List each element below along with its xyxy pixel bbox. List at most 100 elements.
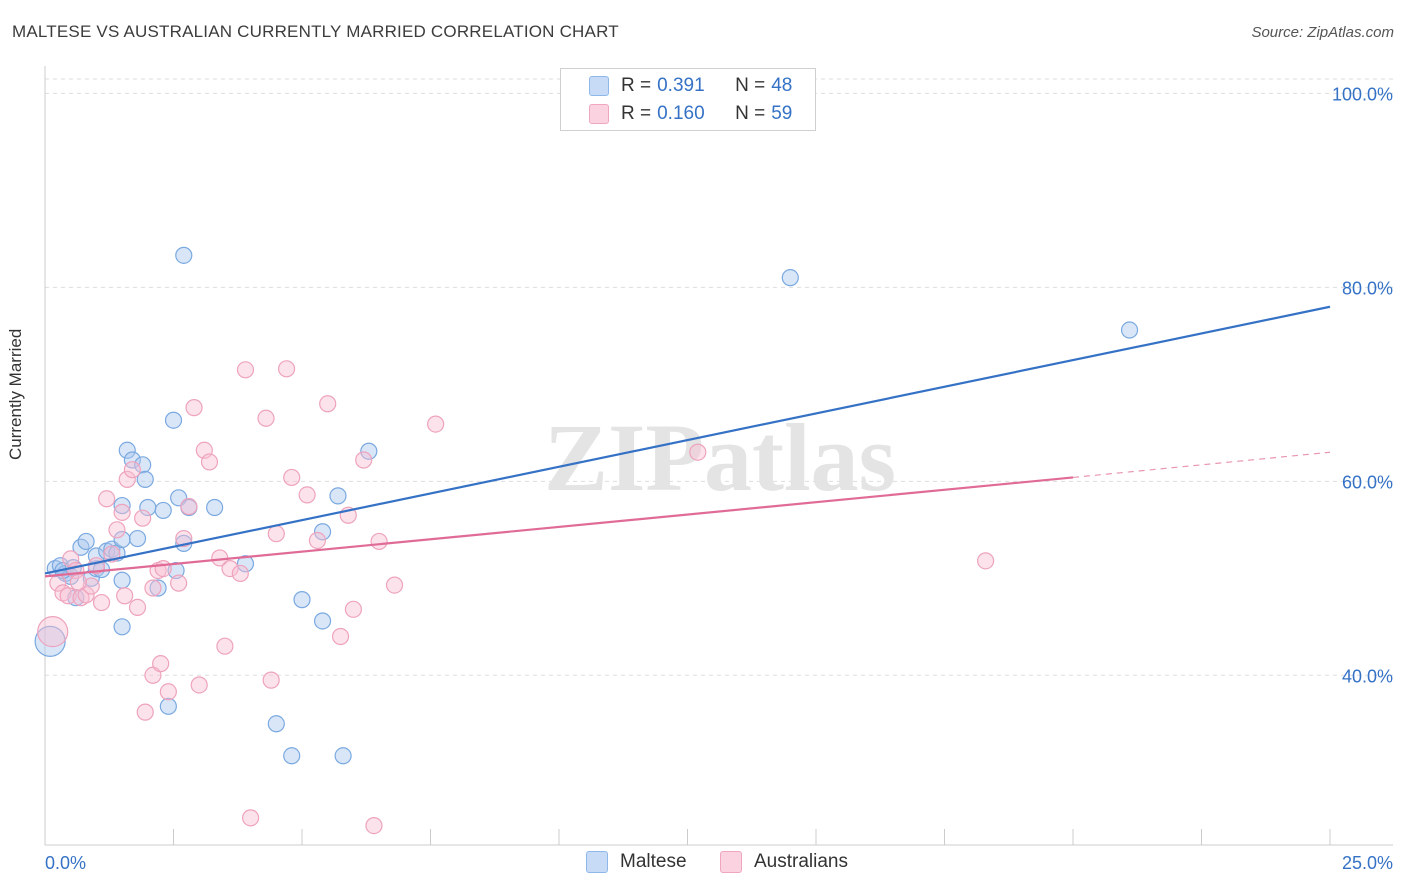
- legend-label-maltese: Maltese: [620, 851, 687, 872]
- legend-n-value: 48: [771, 75, 793, 96]
- australians-point: [689, 443, 707, 461]
- australians-point: [267, 525, 285, 543]
- maltese-point: [167, 561, 185, 580]
- maltese-point: [113, 571, 131, 589]
- australians-point: [185, 399, 203, 417]
- maltese-point: [77, 532, 95, 551]
- legend-swatch-maltese: [586, 851, 608, 873]
- australians-point: [77, 586, 95, 604]
- australians-point: [216, 637, 234, 655]
- maltese-point: [293, 591, 311, 609]
- australians-point: [82, 577, 100, 595]
- maltese-point: [113, 618, 131, 636]
- x-tick-label: 25.0%: [1342, 853, 1393, 873]
- legend-n-label: N =: [735, 103, 766, 124]
- australians-point: [159, 683, 177, 701]
- maltese-point: [149, 579, 167, 597]
- maltese-point: [267, 715, 285, 733]
- maltese-point: [313, 612, 332, 630]
- legend-item-australians: Australians: [720, 851, 848, 873]
- maltese-point: [128, 529, 147, 548]
- australians-point: [283, 468, 301, 487]
- australians-point: [116, 587, 134, 605]
- maltese-point: [283, 747, 301, 765]
- legend-r-value: 0.391: [657, 75, 705, 96]
- australians-point: [128, 598, 147, 616]
- maltese-point: [329, 487, 347, 505]
- australians-point: [370, 532, 388, 551]
- y-tick-label: 60.0%: [1342, 472, 1393, 492]
- maltese-point: [334, 747, 352, 765]
- maltese-point: [164, 411, 183, 429]
- maltese-point: [360, 442, 378, 460]
- australians-point: [170, 574, 188, 592]
- series-layer: [34, 246, 1331, 835]
- legend-item-maltese: Maltese: [586, 851, 687, 873]
- y-tick-label: 80.0%: [1342, 278, 1393, 298]
- australians-point: [180, 497, 198, 516]
- legend-swatch-australians: [589, 104, 609, 124]
- maltese-point: [136, 470, 154, 488]
- australians-point: [152, 655, 170, 673]
- source-label: Source: ZipAtlas.com: [1251, 24, 1394, 41]
- maltese-point: [113, 496, 131, 515]
- australians-point: [37, 616, 69, 648]
- australians-point: [257, 409, 275, 427]
- legend-row-australians: R = 0.160 N = 59: [561, 99, 792, 129]
- australians-point: [92, 593, 111, 612]
- australians-point: [69, 573, 88, 591]
- maltese-point: [123, 451, 141, 469]
- y-tick-label: 40.0%: [1342, 666, 1393, 686]
- australians-point: [134, 509, 152, 527]
- maltese-point: [236, 555, 255, 573]
- australians-point: [977, 552, 995, 570]
- australians-trend-line: [44, 476, 1074, 578]
- australians-point: [221, 560, 239, 578]
- maltese-point: [1120, 321, 1139, 339]
- australians-point: [365, 817, 383, 835]
- australians-point: [123, 461, 141, 479]
- maltese-point: [781, 269, 799, 287]
- australians-point: [108, 521, 126, 539]
- legend-r-value: 0.160: [657, 103, 705, 124]
- legend-swatch-australians: [720, 851, 742, 873]
- australians-point: [427, 415, 445, 433]
- australians-point: [200, 453, 219, 471]
- australians-point: [59, 587, 77, 605]
- legend-row-maltese: R = 0.391 N = 48: [561, 71, 792, 101]
- australians-point: [231, 564, 249, 583]
- maltese-point: [154, 501, 172, 520]
- australians-point: [385, 576, 404, 594]
- watermark: ZIPatlas: [544, 404, 896, 511]
- maltese-trend-line: [44, 305, 1331, 575]
- australians-point: [319, 395, 337, 413]
- legend-swatch-maltese: [589, 76, 609, 96]
- australians-point: [344, 600, 362, 618]
- australians-point: [113, 503, 131, 521]
- y-axis-label: Currently Married: [6, 328, 25, 460]
- australians-trend-extension: [1072, 451, 1331, 479]
- axes: [44, 66, 1393, 846]
- australians-point: [190, 676, 208, 694]
- legend-n-value: 59: [771, 103, 793, 124]
- australians-point: [54, 584, 72, 602]
- legend-r-label: R =: [621, 103, 652, 124]
- maltese-point: [313, 523, 332, 541]
- maltese-point: [175, 246, 193, 264]
- australians-point: [355, 451, 373, 469]
- australians-point: [118, 470, 136, 488]
- australians-point: [331, 627, 350, 646]
- australians-point: [144, 579, 162, 597]
- australians-point: [236, 361, 255, 379]
- maltese-point: [134, 456, 152, 474]
- australians-point: [175, 529, 193, 548]
- x-tick-label: 0.0%: [45, 853, 86, 873]
- legend-label-australians: Australians: [754, 851, 848, 872]
- series-legend: Maltese Australians: [0, 851, 1406, 877]
- legend-r-label: R =: [621, 75, 652, 96]
- maltese-point: [34, 625, 66, 657]
- australians-point: [308, 531, 327, 550]
- australians-point: [98, 490, 116, 508]
- australians-point: [277, 360, 296, 378]
